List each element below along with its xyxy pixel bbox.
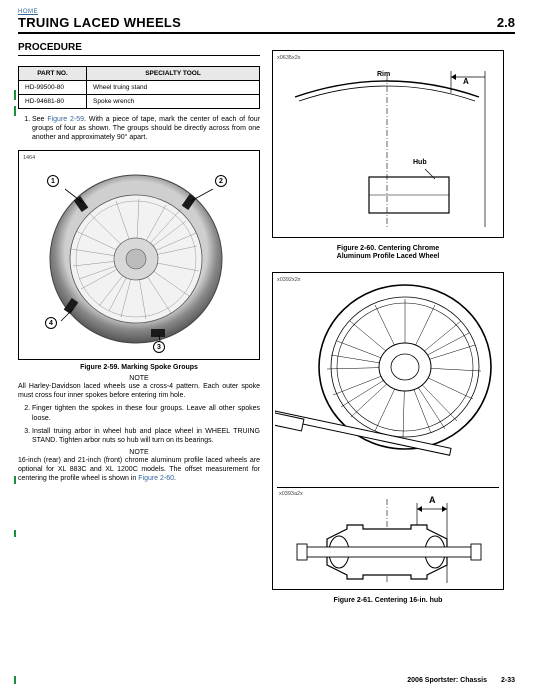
change-bar: [14, 90, 16, 100]
table-row: HD-99500-80 Wheel truing stand: [19, 81, 260, 95]
cell-partno: HD-99500-80: [19, 81, 87, 95]
hub-side-view: [275, 495, 499, 587]
title-row: TRUING LACED WHEELS 2.8: [18, 15, 515, 34]
note-text: .: [174, 475, 176, 482]
cell-tool: Wheel truing stand: [87, 81, 260, 95]
figure-2-59: 1464: [18, 150, 260, 360]
step-text: See: [32, 116, 47, 123]
change-bar: [14, 476, 16, 484]
page-title: TRUING LACED WHEELS: [18, 15, 181, 30]
callout-3: 3: [153, 341, 165, 353]
figure-2-60: x0635x2x Rim A Hub: [272, 50, 504, 238]
figure-2-61-caption: Figure 2-61. Centering 16-in. hub: [272, 597, 504, 604]
note-heading: NOTE: [18, 375, 260, 382]
cell-partno: HD-94681-80: [19, 95, 87, 109]
change-bar: [14, 676, 16, 684]
rim-label: Rim: [377, 71, 390, 78]
change-bar: [14, 530, 16, 537]
step-2: Finger tighten the spokes in these four …: [32, 404, 260, 422]
table-header-partno: PART NO.: [19, 67, 87, 81]
footer-text: 2006 Sportster: Chassis: [407, 677, 487, 684]
cell-tool: Spoke wrench: [87, 95, 260, 109]
dimension-A: A: [463, 77, 469, 86]
step-1: See Figure 2-59. With a piece of tape, m…: [32, 115, 260, 142]
left-column: PROCEDURE PART NO. SPECIALTY TOOL HD-995…: [18, 42, 260, 608]
section-number: 2.8: [497, 15, 515, 30]
hub-label: Hub: [413, 159, 427, 166]
figure-2-61: x0392x2x: [272, 272, 504, 590]
page-footer: 2006 Sportster: Chassis 2-33: [407, 677, 515, 684]
footer-page: 2-33: [501, 677, 515, 684]
figure-2-59-caption: Figure 2-59. Marking Spoke Groups: [18, 364, 260, 371]
note-body: All Harley-Davidson laced wheels use a c…: [18, 382, 260, 400]
wheel-arbor-top: [275, 281, 499, 481]
table-header-tool: SPECIALTY TOOL: [87, 67, 260, 81]
step-3: Install truing arbor in wheel hub and pl…: [32, 427, 260, 445]
change-bar: [14, 106, 16, 116]
tool-table: PART NO. SPECIALTY TOOL HD-99500-80 Whee…: [18, 66, 260, 109]
figure-2-60-caption: Figure 2-60. Centering ChromeAluminum Pr…: [272, 245, 504, 262]
dimension-A: A: [429, 495, 436, 505]
note-body: 16-inch (rear) and 21-inch (front) chrom…: [18, 456, 260, 483]
note-heading: NOTE: [18, 449, 260, 456]
table-row: HD-94681-80 Spoke wrench: [19, 95, 260, 109]
figure-link[interactable]: Figure 2-59: [47, 116, 84, 123]
right-column: x0635x2x Rim A Hub: [272, 42, 504, 608]
procedure-heading: PROCEDURE: [18, 42, 260, 56]
figure-link[interactable]: Figure 2-60: [138, 475, 174, 482]
